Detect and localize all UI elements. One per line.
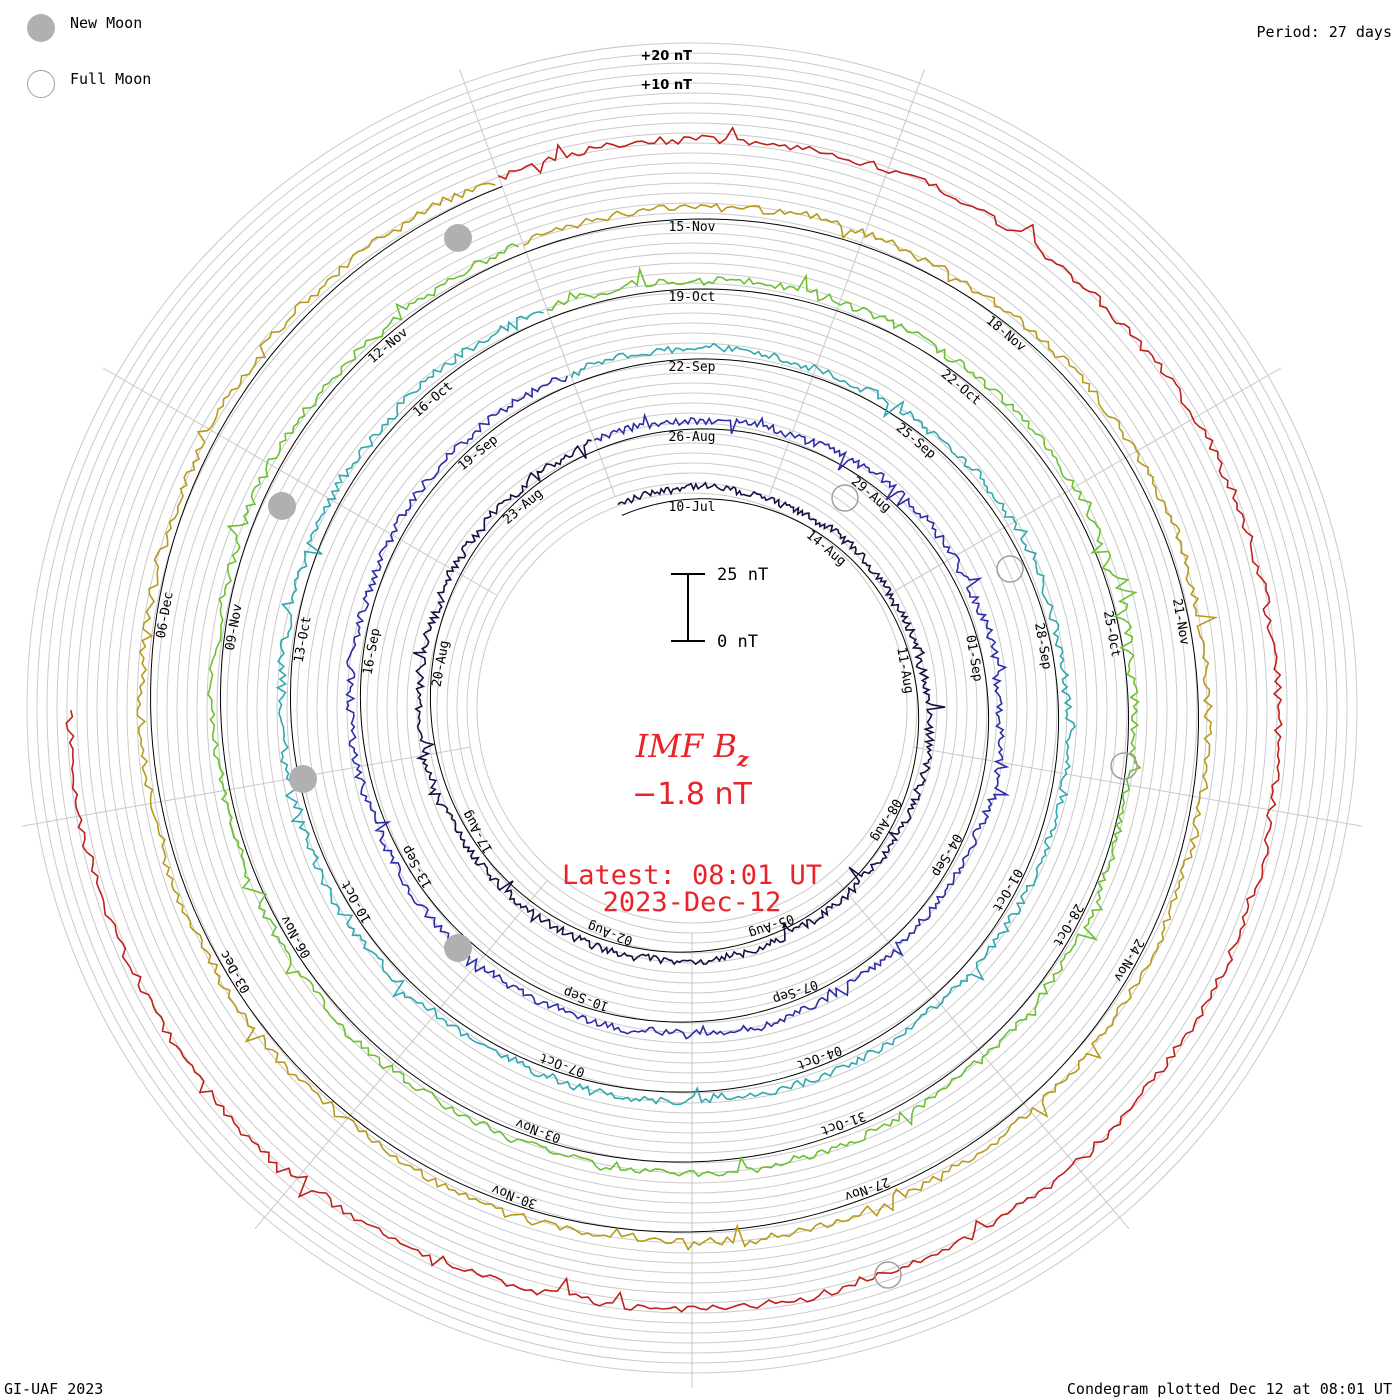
footer-plot-time: Condegram plotted Dec 12 at 08:01 UT: [1066, 1380, 1392, 1398]
grid-spoke: [22, 746, 471, 827]
period-label: Period: 27 days: [1256, 23, 1392, 41]
date-label: 13-Sep: [399, 842, 436, 890]
date-label: 25-Sep: [893, 420, 939, 462]
new-moon-icon: [444, 934, 472, 962]
date-label: 17-Aug: [460, 807, 496, 855]
date-label: 22-Oct: [938, 367, 984, 409]
date-label: 14-Aug: [803, 528, 849, 570]
date-label: 12-Nov: [365, 325, 411, 367]
title-subscript: z: [736, 747, 749, 771]
scale-bar-top-label: 25 nT: [717, 565, 768, 585]
latest-time: Latest: 08:01 UT: [562, 860, 822, 891]
grid-spoke: [768, 68, 926, 497]
new-moon-icon: [268, 492, 296, 520]
full-moon-icon: [1110, 752, 1138, 780]
current-value: −1.8 nT: [632, 777, 752, 812]
footer-credit: GI-UAF 2023: [4, 1380, 104, 1398]
legend-full-moon-label: Full Moon: [70, 70, 152, 88]
date-label: 16-Oct: [410, 379, 456, 421]
new-moon-icon: [444, 224, 472, 252]
full-moon-icon: [996, 555, 1024, 583]
date-label: 10-Jul: [669, 500, 716, 515]
new-moon-icon: [289, 765, 317, 793]
grid-spoke: [458, 68, 616, 497]
full-moon-icon: [831, 484, 859, 512]
grid-spoke: [102, 367, 498, 596]
grid-spoke: [886, 367, 1282, 596]
scale-bar: 25 nT 0 nT: [671, 565, 768, 652]
full-moon-icon: [874, 1261, 902, 1289]
date-label: 09-Nov: [223, 603, 246, 652]
series-line-turn-4: [136, 182, 1219, 1252]
date-label: 10-Oct: [339, 877, 375, 925]
full-moon-icon: [27, 70, 55, 98]
chart-title: IMF Bz: [635, 727, 749, 771]
date-label: 22-Sep: [669, 360, 716, 375]
zero-line: [359, 383, 990, 1023]
date-label: 11-Aug: [893, 646, 916, 695]
grid-layer: [22, 42, 1362, 1388]
grid-spoke: [254, 880, 548, 1230]
series-line-turn-5: [65, 126, 1283, 1313]
zero-line: [150, 186, 1200, 1233]
title-main: IMF B: [635, 727, 737, 765]
new-moon-icon: [27, 14, 55, 42]
date-label: 19-Sep: [455, 432, 501, 474]
date-label: 27-Nov: [842, 1174, 891, 1204]
date-label: 13-Oct: [292, 615, 315, 664]
date-label: 06-Nov: [278, 912, 315, 960]
date-label: 19-Oct: [669, 290, 716, 305]
date-label: 29-Aug: [848, 474, 894, 516]
zero-line: [289, 317, 1060, 1093]
latest-date: 2023-Dec-12: [603, 887, 782, 918]
ring-scale-label: +10 nT: [640, 78, 692, 93]
series-line-turn-1: [345, 375, 1010, 1040]
series-line-turn-2: [275, 311, 1076, 1106]
grid-circle: [476, 492, 908, 924]
scale-bar-bottom-label: 0 nT: [717, 632, 758, 652]
grid-circle: [386, 402, 998, 1014]
date-label: 07-Sep: [770, 976, 819, 1006]
grid-spoke: [836, 880, 1130, 1230]
zero-line: [219, 251, 1130, 1163]
series-layer: [65, 126, 1283, 1313]
date-label: 01-Sep: [962, 634, 985, 683]
legend-new-moon-label: New Moon: [70, 14, 143, 32]
date-label: 20-Aug: [430, 639, 453, 688]
date-label: 15-Nov: [669, 220, 716, 235]
grid-spoke: [913, 746, 1362, 827]
date-label: 31-Oct: [818, 1108, 867, 1138]
date-label: 26-Aug: [669, 430, 716, 445]
ring-scale-label: +20 nT: [640, 49, 692, 64]
series-line-turn-0: [413, 439, 946, 966]
series-line-turn-3: [207, 243, 1142, 1178]
zero-line: [429, 449, 920, 953]
moon-layer: [268, 224, 1138, 1289]
date-label: 16-Sep: [361, 627, 384, 676]
date-label: 06-Dec: [154, 591, 177, 640]
